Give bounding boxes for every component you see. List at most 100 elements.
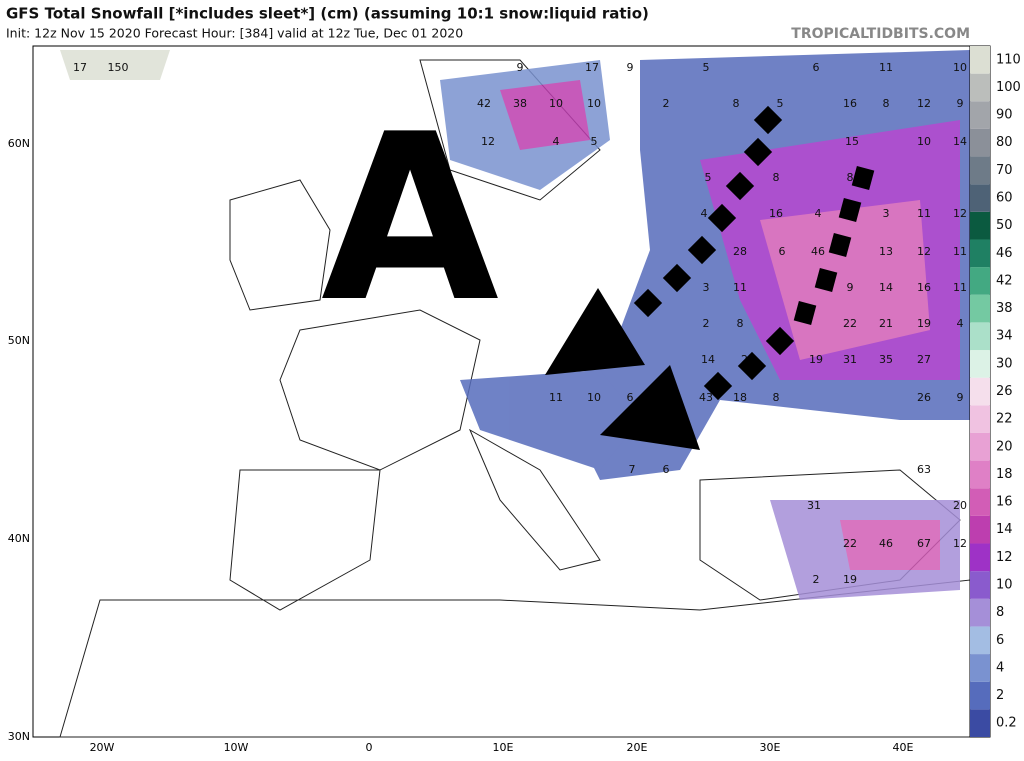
lat-label: 60N [8,137,30,150]
diamond-marker [725,171,755,201]
snow-label: 2 [813,573,820,586]
colorbar-bin [970,488,990,516]
snow-label: 5 [705,171,712,184]
snow-label: 11 [549,391,563,404]
lon-label: 0 [366,741,373,754]
snow-label: 10 [587,97,601,110]
diamond-marker [633,288,663,318]
colorbar-label: 20 [996,439,1013,454]
snow-label: 10 [549,97,563,110]
lat-label: 40N [8,532,30,545]
snow-label: 38 [513,97,527,110]
snow-label: 28 [733,245,747,258]
snow-label: 8 [733,97,740,110]
snow-label: 9 [517,61,524,74]
colorbar-bin [970,377,990,406]
colorbar-bin [970,432,990,461]
snow-label: 7 [629,463,636,476]
colorbar-label: 2 [996,688,1004,703]
colorbar-bin [970,405,990,433]
colorbar-bin [970,128,990,157]
snow-label: 17 [73,61,87,74]
snow-label: 20 [953,499,967,512]
snow-label: 8 [773,391,780,404]
snow-label: 11 [953,281,967,294]
snow-label: 14 [953,135,967,148]
snow-label: 6 [627,391,634,404]
snow-label: 21 [879,317,893,330]
diamond-marker [737,351,767,381]
snow-label: 14 [701,353,715,366]
diamond-marker [851,166,875,190]
colorbar-label: 70 [996,163,1013,178]
source: TROPICALTIDBITS.COM [791,26,970,42]
title: GFS Total Snowfall [*includes sleet*] (c… [6,5,649,23]
snow-label: 8 [847,171,854,184]
colorbar-bin [970,350,990,378]
colorbar-label: 80 [996,135,1013,150]
snow-label: 14 [879,281,893,294]
colorbar-bin [970,322,990,351]
snow-label: 10 [587,391,601,404]
colorbar-bin [970,543,990,572]
snow-label: 11 [879,61,893,74]
colorbar-label: 30 [996,356,1013,371]
snow-label: 18 [733,391,747,404]
colorbar-bin [970,654,990,682]
colorbar-label: 90 [996,108,1013,123]
snow-label: 31 [807,499,821,512]
snow-label: 4 [553,135,560,148]
snow-label: 4 [701,207,708,220]
snow-label: 9 [957,391,964,404]
snow-label: 31 [843,353,857,366]
snow-label: 15 [845,135,859,148]
colorbar-bin [970,294,990,323]
colorbar-label: 100 [996,80,1021,95]
colorbar-label: 18 [996,467,1013,482]
snow-label: 19 [843,573,857,586]
colorbar-label: 50 [996,218,1013,233]
colorbar-bin [970,101,990,129]
arrow-triangle [545,288,645,375]
colorbar-bin [970,267,990,295]
snow-label: 11 [917,207,931,220]
colorbar-label: 26 [996,384,1013,399]
snow-label: 6 [813,61,820,74]
colorbar-bin [970,239,990,268]
diamond-marker [707,203,737,233]
colorbar-label: 16 [996,495,1013,510]
diamond-marker [765,326,795,356]
diamond-marker [793,301,817,325]
snow-label: 35 [879,353,893,366]
snow-label: 22 [843,537,857,550]
snow-label: 12 [953,207,967,220]
lon-label: 40E [893,741,914,754]
colorbar-bin [970,73,990,102]
snow-label: 3 [703,281,710,294]
subtitle: Init: 12z Nov 15 2020 Forecast Hour: [38… [6,26,463,41]
snow-label: 2 [663,97,670,110]
colorbar-label: 8 [996,605,1004,620]
colorbar-bin [970,681,990,710]
lon-label: 30E [760,741,781,754]
snow-label: 42 [477,97,491,110]
colorbar-label: 110 [996,52,1021,67]
colorbar-label: 10 [996,577,1013,592]
snow-label: 26 [917,391,931,404]
snow-label: 12 [953,537,967,550]
snow-label: 8 [773,171,780,184]
snow-label: 9 [847,281,854,294]
colorbar-bin [970,184,990,212]
lon-label: 10W [224,741,249,754]
colorbar-bin [970,460,990,489]
snow-label: 12 [917,245,931,258]
snow-label: 5 [777,97,784,110]
colorbar-bin [970,709,990,737]
colorbar-label: 0.2 [996,716,1017,731]
lon-label: 10E [493,741,514,754]
colorbar-label: 38 [996,301,1013,316]
diamond-marker [662,263,692,293]
snow-label: 9 [627,61,634,74]
